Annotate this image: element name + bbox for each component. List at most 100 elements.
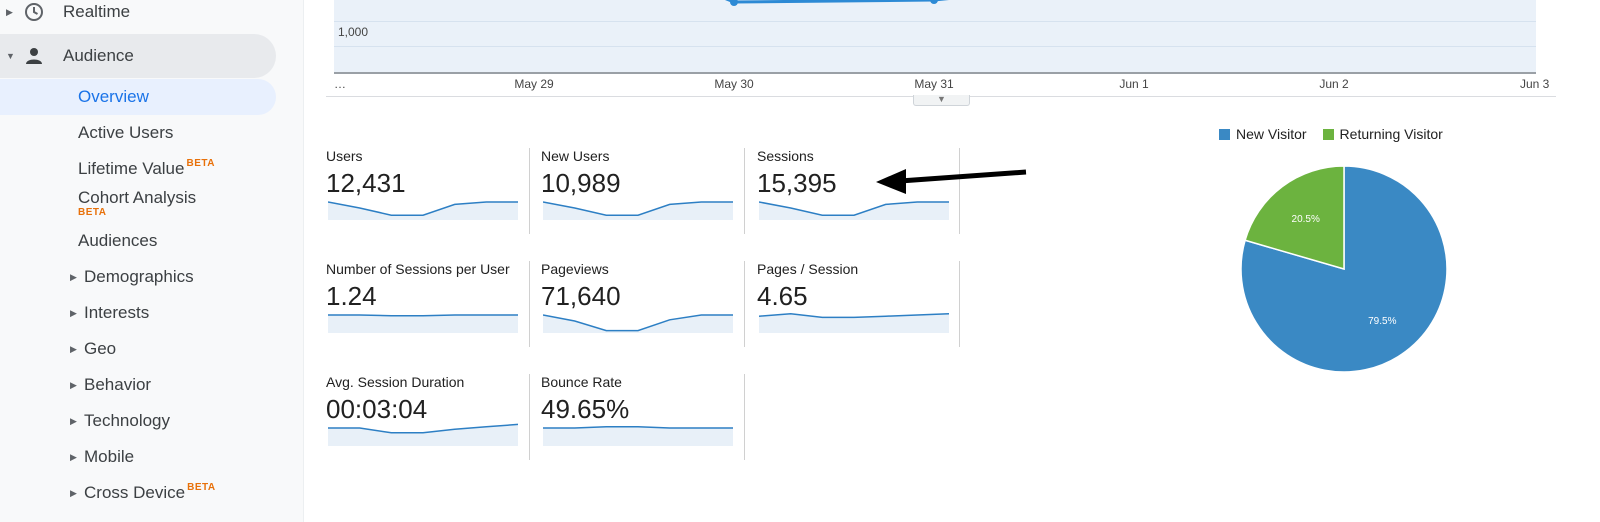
sidebar-item-mobile[interactable]: ▶ Mobile (0, 439, 276, 475)
metric-label: Pageviews (541, 261, 609, 277)
metric-divider (744, 374, 745, 460)
metric-value: 4.65 (757, 281, 808, 311)
x-axis-labels: … May 29 May 30 May 31 Jun 1 Jun 2 Jun 3 (0, 77, 1600, 93)
sparkline-line (328, 314, 518, 317)
legend-item-returning-visitor[interactable]: Returning Visitor (1322, 126, 1443, 142)
legend-label: Returning Visitor (1339, 126, 1443, 142)
pie-data-label: 20.5% (1292, 214, 1320, 225)
lifetime-value-text: Lifetime Value (78, 159, 185, 178)
caret-down-icon: ▼ (6, 51, 15, 61)
metric-label: Users (326, 148, 363, 164)
chevron-down-icon: ▼ (937, 94, 946, 104)
sparkline-area (543, 426, 733, 446)
metric-divider (959, 261, 960, 347)
sessions-line-chart: 1,000 (334, 0, 1536, 74)
visitor-pie-chart: 79.5% 20.5% (1240, 165, 1448, 373)
metric-value: 00:03:04 (326, 394, 428, 424)
sparkline (543, 314, 733, 333)
beta-badge: BETA (186, 158, 215, 169)
sidebar-item-active-users[interactable]: Active Users (0, 115, 276, 151)
sidebar-item-label: Audience (63, 46, 134, 65)
legend-swatch (1219, 128, 1230, 140)
metric-value: 1.24 (326, 281, 377, 311)
caret-right-icon: ▶ (70, 271, 77, 282)
metric-pages-per-session[interactable]: Pages / Session 4.65 (757, 261, 972, 347)
sidebar-item-geo[interactable]: ▶ Geo (0, 331, 276, 367)
series-line (724, 0, 950, 4)
pie-slice-returning-visitor[interactable] (1244, 165, 1345, 270)
line-series (724, 0, 950, 6)
sidebar-nav: ▶ Realtime ▼ Audience Overview Active Us… (0, 0, 304, 522)
sparkline-area (543, 315, 733, 333)
sparkline-area (759, 313, 949, 333)
sidebar-item-label: Geo (84, 339, 117, 358)
x-tick-label: May 31 (914, 77, 954, 91)
sidebar-item-realtime[interactable]: ▶ Realtime (0, 0, 276, 34)
metric-divider (529, 261, 530, 347)
sidebar-item-demographics[interactable]: ▶ Demographics (0, 259, 276, 295)
x-tick-label: Jun 3 (1520, 77, 1550, 91)
metric-label: Number of Sessions per User (326, 261, 510, 277)
metric-label: Sessions (757, 148, 814, 164)
sparkline (543, 201, 733, 220)
metric-pageviews[interactable]: Pageviews 71,640 (541, 261, 756, 347)
sidebar-item-label: Active Users (78, 123, 174, 142)
metric-divider (529, 374, 530, 460)
metric-label: Pages / Session (757, 261, 859, 277)
metric-new-users[interactable]: New Users 10,989 (541, 148, 756, 234)
sidebar-item-label: Lifetime Value BETA (78, 158, 215, 179)
sidebar-item-technology[interactable]: ▶ Technology (0, 403, 276, 439)
legend-item-new-visitor[interactable]: New Visitor (1219, 126, 1307, 142)
sidebar-item-interests[interactable]: ▶ Interests (0, 295, 276, 331)
x-tick-label: Jun 1 (1119, 77, 1149, 91)
caret-right-icon: ▶ (70, 487, 77, 498)
sidebar-item-cross-device[interactable]: ▶ Cross Device BETA (0, 475, 276, 511)
pie-data-label: 79.5% (1368, 316, 1396, 327)
sidebar-item-label: Cohort Analysis (78, 188, 197, 207)
metric-users[interactable]: Users 12,431 (326, 148, 541, 234)
sidebar-item-behavior[interactable]: ▶ Behavior (0, 367, 276, 403)
metric-sessions[interactable]: Sessions 15,395 (757, 148, 972, 234)
metric-bounce-rate[interactable]: Bounce Rate 49.65% (541, 374, 756, 460)
sidebar-item-label: Interests (84, 303, 150, 322)
sparkline-line (543, 201, 733, 216)
metric-label: Bounce Rate (541, 374, 622, 390)
sparkline-area (328, 315, 518, 333)
pie-legend: New Visitor Returning Visitor (1219, 126, 1459, 142)
sparkline-line (543, 314, 733, 332)
y-tick-label: 1,000 (338, 25, 369, 39)
sidebar-item-label: Mobile (84, 447, 135, 466)
sidebar-item-lifetime-value[interactable]: Lifetime Value BETA (0, 151, 276, 187)
arrow-annotation-icon (876, 169, 1027, 194)
sidebar-item-label: Realtime (63, 2, 131, 21)
sidebar-item-label: Technology (84, 411, 171, 430)
sparkline-area (328, 202, 518, 220)
sidebar-item-label: Demographics (84, 267, 194, 286)
legend-label: New Visitor (1236, 126, 1307, 142)
caret-right-icon: ▶ (70, 307, 77, 318)
x-tick-label: May 30 (714, 77, 754, 91)
metric-avg-session-duration[interactable]: Avg. Session Duration 00:03:04 (326, 374, 541, 460)
caret-right-icon: ▶ (70, 343, 77, 354)
sparkline-area (328, 424, 518, 446)
legend-swatch (1322, 128, 1334, 140)
sidebar-item-label: Behavior (84, 375, 152, 394)
sparkline-line (328, 423, 518, 434)
metric-value: 12,431 (326, 168, 406, 198)
chart-expand-handle[interactable]: ▼ (913, 95, 970, 106)
sparkline-line (543, 426, 733, 429)
sparkline-area (759, 202, 949, 220)
metric-sessions-per-user[interactable]: Number of Sessions per User 1.24 (326, 261, 541, 347)
sidebar-item-audience[interactable]: ▼ Audience (0, 34, 276, 78)
sidebar-item-label: Cross Device BETA (84, 482, 216, 503)
sidebar-item-overview[interactable]: Overview (0, 79, 276, 115)
sidebar-item-cohort-analysis[interactable]: Cohort Analysis BETA (0, 188, 276, 220)
series-point[interactable] (730, 0, 738, 6)
sparkline (543, 426, 733, 446)
x-tick-label: May 29 (514, 77, 554, 91)
metric-divider (959, 148, 960, 234)
sidebar-item-audiences[interactable]: Audiences (0, 223, 276, 259)
metric-divider (744, 148, 745, 234)
caret-right-icon: ▶ (70, 415, 77, 426)
series-point[interactable] (930, 0, 938, 4)
